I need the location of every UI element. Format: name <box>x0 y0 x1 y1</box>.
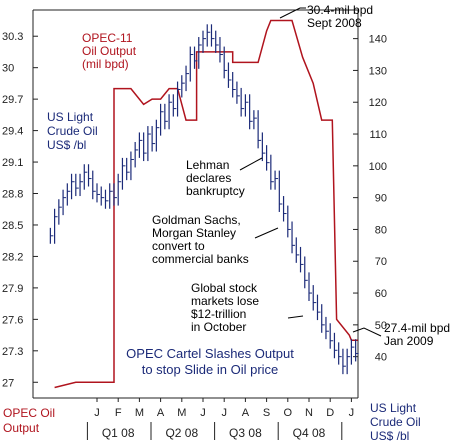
annotation-stocks-pointer <box>287 315 304 319</box>
annotation-lehman-line: declares <box>186 171 231 185</box>
annotation-stocks-line: Global stock <box>191 281 258 295</box>
annotation-goldman: Goldman Sachs, Morgan Stanley convert to co… <box>152 213 249 266</box>
right-tick-label: 100 <box>369 161 387 173</box>
right-tick-label: 120 <box>369 97 387 109</box>
chart-title: OPEC Cartel Slashes Output to stop Slide … <box>126 346 294 377</box>
annotation-goldman-line: Morgan Stanley <box>152 226 236 240</box>
left-tick-label: 28.2 <box>2 251 23 263</box>
left-axis-label-line: OPEC Oil <box>3 406 55 420</box>
month-tick-label: A <box>242 407 250 419</box>
month-tick-label: M <box>177 407 186 419</box>
right-tick-label: 50 <box>375 320 387 332</box>
annotation-opec-jan-line: 27.4-mil bpd <box>384 321 450 335</box>
month-tick-label: J <box>349 407 355 419</box>
annotation-opec-jan-line: Jan 2009 <box>384 334 434 348</box>
annotation-opec-jan-pointer <box>352 327 382 337</box>
annotation-stocks-line: markets lose <box>191 294 259 308</box>
left-tick-label: 29.1 <box>2 157 23 169</box>
annotation-opec-sept-pointer <box>279 7 306 19</box>
plot-frame <box>32 9 359 399</box>
month-tick-label: J <box>94 407 100 419</box>
oil-series-label-line: US$ /bl <box>47 138 86 152</box>
annotation-lehman-line: bankruptcy <box>186 184 245 198</box>
month-tick-label: D <box>326 407 334 419</box>
left-tick-label: 29.4 <box>2 126 23 138</box>
right-tick-label: 140 <box>369 34 387 46</box>
annotation-opec-sept-line: Sept 2008 <box>307 16 362 30</box>
annotation-stocks: Global stock markets lose $12-trillion in O… <box>191 281 259 334</box>
annotation-opec-sept: 30.4-mil bpd Sept 2008 <box>307 3 373 30</box>
month-tick-label: S <box>263 407 270 419</box>
annotation-goldman-line: Goldman Sachs, <box>152 213 241 227</box>
right-axis-label-line: Crude Oil <box>370 415 421 429</box>
month-tick-label: F <box>115 407 122 419</box>
annotation-lehman: Lehman declares bankruptcy <box>186 158 245 198</box>
annotation-stocks-line: in October <box>191 320 246 334</box>
right-tick-label: 110 <box>369 129 387 141</box>
month-tick-label: N <box>305 407 313 419</box>
quarter-label: Q4 08 <box>293 426 326 440</box>
left-tick-label: 27.9 <box>2 283 23 295</box>
opec-output-line <box>54 19 358 389</box>
quarter-label: Q2 08 <box>165 426 198 440</box>
annotation-opec-jan: 27.4-mil bpd Jan 2009 <box>384 321 450 348</box>
left-tick-label: 28.8 <box>2 189 23 201</box>
annotation-lehman-pointer <box>239 157 263 171</box>
opec-series-label-line: OPEC-11 <box>82 31 133 45</box>
x-axis-ticks: J F M A M J J A S O N D JQ1 08 Q2 08 Q3 08 Q4 08 <box>86 398 355 440</box>
annotation-lehman-line: Lehman <box>186 158 229 172</box>
right-tick-label: 80 <box>375 224 387 236</box>
right-axis-label-line: US Light <box>370 401 417 415</box>
right-tick-label: 70 <box>375 256 387 268</box>
annotation-opec-sept-line: 30.4-mil bpd <box>307 3 373 17</box>
month-tick-label: M <box>135 407 144 419</box>
right-axis-ticks: 40 50 60 70 80 90 100 110 120 130 140 <box>353 34 387 364</box>
oil-series-label-line: US Light <box>47 110 94 124</box>
month-tick-label: O <box>284 407 293 419</box>
annotation-goldman-line: convert to <box>152 239 205 253</box>
quarter-label: Q3 08 <box>229 426 262 440</box>
left-tick-label: 30.3 <box>2 31 23 43</box>
left-axis-label: OPEC Oil Output <box>3 406 55 435</box>
right-tick-label: 40 <box>375 352 387 364</box>
left-axis-ticks: 27 27.3 27.6 27.9 28.2 28.5 28.8 29.1 29.4 29.7 30… <box>2 31 38 389</box>
left-tick-label: 27.3 <box>2 346 23 358</box>
oil-series-label: US Light Crude Oil US$ /bl <box>47 110 98 152</box>
opec-series-label-line: (mil bpd) <box>82 57 129 71</box>
oil-series-label-line: Crude Oil <box>47 124 98 138</box>
left-axis-label-line: Output <box>3 421 40 435</box>
right-tick-label: 60 <box>375 288 387 300</box>
left-tick-label: 29.7 <box>2 94 23 106</box>
left-tick-label: 27 <box>2 377 14 389</box>
quarter-label: Q1 08 <box>102 426 135 440</box>
right-tick-label: 130 <box>369 65 387 77</box>
right-tick-label: 90 <box>375 193 387 205</box>
month-tick-label: J <box>221 407 227 419</box>
annotation-goldman-line: commercial banks <box>152 252 249 266</box>
opec-series-label: OPEC-11 Oil Output (mil bpd) <box>82 31 137 71</box>
chart-title-line: OPEC Cartel Slashes Output <box>126 346 294 361</box>
annotation-goldman-pointer <box>254 227 279 239</box>
right-axis-label: US Light Crude Oil US$ /bl <box>370 401 421 443</box>
annotation-stocks-line: $12-trillion <box>191 307 246 321</box>
month-tick-label: J <box>200 407 206 419</box>
opec-series-label-line: Oil Output <box>82 44 137 58</box>
chart-title-line: to stop Slide in Oil price <box>142 362 279 377</box>
left-tick-label: 27.6 <box>2 314 23 326</box>
right-axis-label-line: US$ /bl <box>370 429 409 443</box>
series-layer <box>49 19 359 389</box>
left-tick-label: 30 <box>2 63 14 75</box>
left-tick-label: 28.5 <box>2 220 23 232</box>
month-tick-label: A <box>157 407 165 419</box>
